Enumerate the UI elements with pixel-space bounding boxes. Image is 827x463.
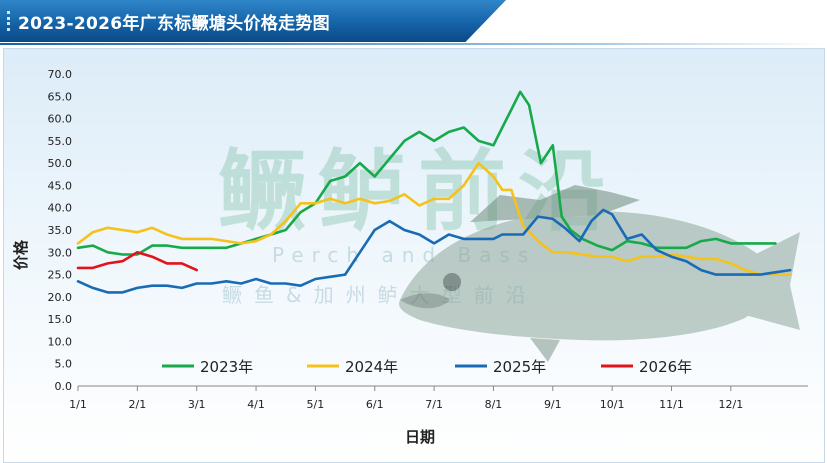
x-tick-label: 3/1 bbox=[188, 398, 206, 411]
y-tick-label: 0.0 bbox=[55, 380, 73, 393]
x-tick-label: 6/1 bbox=[366, 398, 384, 411]
chart-legend: 2023年 2024年 2025年 2026年 bbox=[162, 358, 692, 376]
series-line-2026年 bbox=[76, 251, 198, 272]
legend-label: 2024年 bbox=[345, 358, 398, 376]
legend-label: 2025年 bbox=[493, 358, 546, 376]
title-dots-decoration bbox=[7, 11, 11, 31]
y-tick-label: 60.0 bbox=[48, 113, 73, 126]
y-tick-label: 50.0 bbox=[48, 157, 73, 170]
x-tick-label: 10/1 bbox=[600, 398, 625, 411]
page-title: 2023-2026年广东标鳜塘头价格走势图 bbox=[18, 14, 330, 34]
x-tick-label: 8/1 bbox=[485, 398, 503, 411]
y-axis-title: 价格 bbox=[12, 239, 30, 270]
y-tick-label: 55.0 bbox=[48, 135, 73, 148]
y-tick-label: 25.0 bbox=[48, 269, 73, 282]
title-banner: 2023-2026年广东标鳜塘头价格走势图 bbox=[0, 0, 506, 42]
x-tick-label: 12/1 bbox=[718, 398, 743, 411]
x-tick-label: 9/1 bbox=[544, 398, 562, 411]
legend-label: 2026年 bbox=[639, 358, 692, 376]
y-tick-label: 45.0 bbox=[48, 179, 73, 192]
x-axis-title: 日期 bbox=[405, 428, 435, 446]
series-line-2025年 bbox=[76, 208, 792, 294]
y-tick-label: 65.0 bbox=[48, 90, 73, 103]
y-tick-label: 10.0 bbox=[48, 335, 73, 348]
x-axis-ticks: 1/1 2/1 3/1 4/1 5/1 6/1 7/1 8/1 9/1 10/1 11/1 12/1 bbox=[69, 386, 743, 411]
fish-illustration bbox=[399, 185, 800, 362]
x-tick-label: 2/1 bbox=[128, 398, 146, 411]
y-tick-label: 35.0 bbox=[48, 224, 73, 237]
x-tick-label: 1/1 bbox=[69, 398, 87, 411]
title-underline bbox=[0, 43, 827, 45]
y-tick-label: 30.0 bbox=[48, 246, 73, 259]
y-tick-label: 20.0 bbox=[48, 291, 73, 304]
x-tick-label: 11/1 bbox=[659, 398, 684, 411]
x-tick-label: 5/1 bbox=[307, 398, 325, 411]
x-tick-label: 4/1 bbox=[247, 398, 265, 411]
x-tick-label: 7/1 bbox=[425, 398, 443, 411]
y-tick-label: 40.0 bbox=[48, 202, 73, 215]
series-lines bbox=[76, 90, 792, 294]
y-tick-label: 15.0 bbox=[48, 313, 73, 326]
y-tick-label: 70.0 bbox=[48, 68, 73, 81]
y-tick-label: 5.0 bbox=[55, 358, 73, 371]
y-axis-ticks: 0.0 5.0 10.0 15.0 20.0 25.0 30.0 35.0 40.0 45.0 50… bbox=[48, 68, 73, 393]
legend-label: 2023年 bbox=[200, 358, 253, 376]
